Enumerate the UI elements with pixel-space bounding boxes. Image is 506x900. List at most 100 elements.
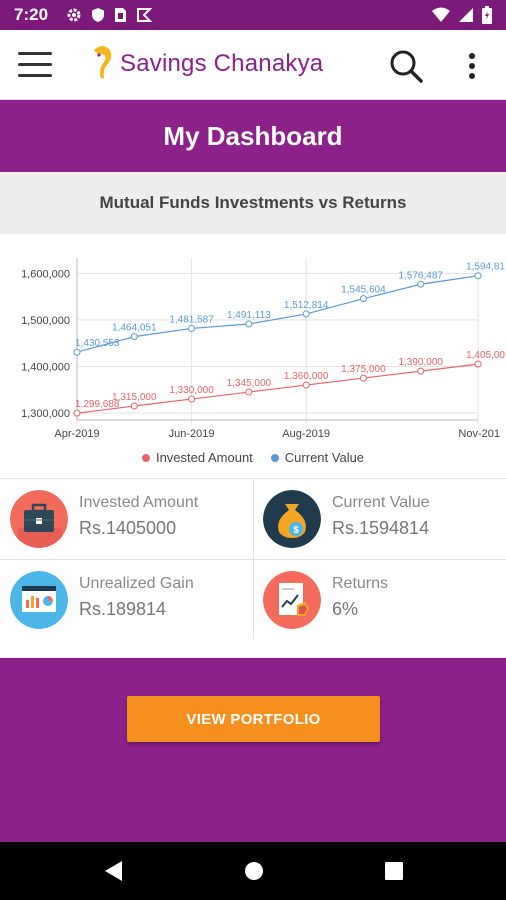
logo-icon <box>94 46 112 79</box>
legend-label-invested: Invested Amount <box>155 450 253 465</box>
x-tick-label: Nov-201 <box>458 428 500 440</box>
stats-grid: Invested Amount Rs.1405000 $ Current Val… <box>0 478 506 658</box>
stat-label: Returns <box>332 575 389 592</box>
menu-button[interactable] <box>18 52 52 78</box>
x-tick-label: Apr-2019 <box>54 428 99 440</box>
x-tick-label: Jun-2019 <box>169 428 215 440</box>
page-title: My Dashboard <box>0 100 506 172</box>
data-label: 1,299,688 <box>75 399 120 410</box>
data-label: 1,430,553 <box>75 338 120 349</box>
data-point <box>302 381 310 389</box>
data-point <box>359 374 367 382</box>
back-icon[interactable] <box>102 859 124 883</box>
battery-icon <box>482 6 492 24</box>
data-label: 1,375,000 <box>341 364 386 375</box>
wifi-icon <box>432 7 450 22</box>
search-button[interactable] <box>388 48 424 84</box>
stat-unrealized-gain[interactable]: Unrealized Gain Rs.189814 <box>0 560 253 640</box>
stat-invested-amount[interactable]: Invested Amount Rs.1405000 <box>0 479 253 559</box>
stat-value: Rs.189814 <box>79 599 167 619</box>
app-bar: Savings Chanakya <box>0 30 506 100</box>
data-point <box>130 333 138 341</box>
data-label: 1,491,113 <box>227 310 271 321</box>
data-point <box>245 388 253 396</box>
view-portfolio-button[interactable]: VIEW PORTFOLIO <box>127 696 380 742</box>
data-label: 1,315,000 <box>112 392 157 403</box>
data-label: 1,360,000 <box>284 371 329 382</box>
data-point <box>302 310 310 318</box>
menu-icon <box>18 52 52 55</box>
data-point <box>130 402 138 410</box>
data-label: 1,390,000 <box>398 357 443 368</box>
home-icon[interactable] <box>243 859 265 883</box>
data-point <box>245 320 253 328</box>
status-time: 7:20 <box>14 5 49 24</box>
series-line <box>76 363 479 414</box>
recents-icon[interactable] <box>383 859 405 883</box>
notification-icon <box>137 8 153 22</box>
y-tick-label: 1,300,000 <box>21 408 70 420</box>
y-tick-label: 1,400,000 <box>21 361 70 373</box>
legend-label-current: Current Value <box>284 450 365 465</box>
data-label: 1,545,604 <box>341 285 386 296</box>
y-tick-label: 1,500,000 <box>21 315 70 327</box>
menu-icon-bar <box>18 63 52 66</box>
stat-label: Invested Amount <box>79 494 199 511</box>
shield-icon <box>92 8 105 22</box>
stat-returns[interactable]: Returns 6% <box>253 560 506 640</box>
y-tick-label: 1,600,000 <box>21 268 70 280</box>
svg-text:$: $ <box>293 525 299 536</box>
series-line <box>76 275 479 353</box>
signal-icon <box>459 8 473 22</box>
status-icons-left <box>66 7 153 23</box>
more-vertical-icon <box>469 53 475 59</box>
sim-card-icon <box>115 8 127 22</box>
x-tick-label: Aug-2019 <box>282 428 330 440</box>
data-label: 1,464,051 <box>112 323 157 334</box>
data-label: 1,576,487 <box>398 270 443 281</box>
legend-item-current[interactable]: Current Value <box>270 450 365 465</box>
data-label: 1,594,81 <box>466 262 505 273</box>
app-title: Savings Chanakya <box>120 50 324 77</box>
stat-current-value[interactable]: $ Current Value Rs.1594814 <box>253 479 506 559</box>
chart-area: 1,300,000 1,400,000 1,500,000 1,600,000 Apr-… <box>0 234 506 478</box>
more-options-button[interactable] <box>462 48 482 84</box>
stat-label: Current Value <box>332 494 430 511</box>
stat-value: 6% <box>332 599 359 619</box>
status-icons-right <box>432 6 492 24</box>
report-icon <box>263 571 321 629</box>
briefcase-icon <box>10 490 68 548</box>
data-label: 1,345,000 <box>227 378 272 389</box>
data-point <box>474 360 482 368</box>
legend-item-invested[interactable]: Invested Amount <box>141 450 253 465</box>
money-bag-icon: $ <box>263 490 321 548</box>
data-label: 1,405,00 <box>466 350 505 361</box>
data-point <box>73 348 81 356</box>
stats-divider-vertical <box>253 479 254 639</box>
navigation-bar <box>0 842 506 900</box>
data-point <box>417 280 425 288</box>
data-label: 1,481,587 <box>169 314 214 325</box>
chart-title: Mutual Funds Investments vs Returns <box>0 172 506 234</box>
search-icon <box>390 50 423 83</box>
data-point <box>73 409 81 417</box>
data-point <box>188 395 196 403</box>
more-vertical-icon-dot <box>469 63 475 69</box>
line-chart: 1,300,000 1,400,000 1,500,000 1,600,000 Apr-… <box>21 258 505 440</box>
data-point <box>359 295 367 303</box>
status-bar: 7:20 <box>0 0 506 30</box>
stat-value: Rs.1594814 <box>332 518 430 538</box>
data-point <box>417 367 425 375</box>
brand: Savings Chanakya <box>88 44 323 84</box>
data-point <box>188 324 196 332</box>
analytics-icon <box>10 571 68 629</box>
data-point <box>474 272 482 280</box>
gear-icon <box>67 8 81 22</box>
stat-value: Rs.1405000 <box>79 518 177 538</box>
stat-label: Unrealized Gain <box>79 575 194 592</box>
data-label: 1,330,000 <box>169 385 214 396</box>
menu-icon-bar <box>18 74 52 77</box>
data-label: 1,512,814 <box>284 300 329 311</box>
legend-dot-current <box>270 453 279 462</box>
more-vertical-icon-dot <box>469 73 475 79</box>
